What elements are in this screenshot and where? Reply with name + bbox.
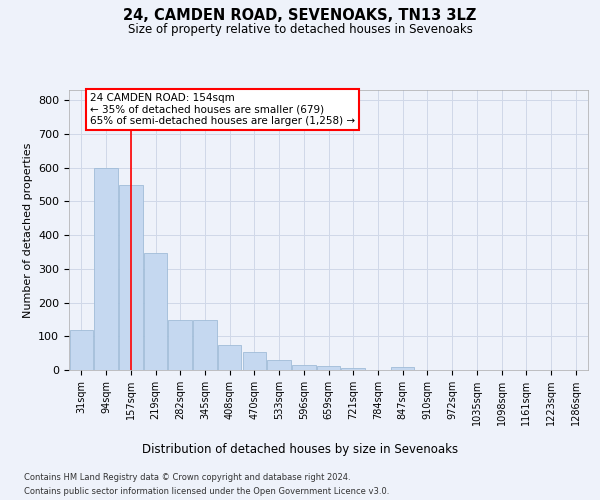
Bar xyxy=(317,366,340,370)
Bar xyxy=(341,368,365,370)
Y-axis label: Number of detached properties: Number of detached properties xyxy=(23,142,32,318)
Bar xyxy=(292,365,316,370)
Bar xyxy=(268,360,291,370)
Bar xyxy=(218,344,241,370)
Bar xyxy=(242,352,266,370)
Bar xyxy=(193,320,217,370)
Bar xyxy=(119,185,143,370)
Bar xyxy=(144,253,167,370)
Text: 24 CAMDEN ROAD: 154sqm
← 35% of detached houses are smaller (679)
65% of semi-de: 24 CAMDEN ROAD: 154sqm ← 35% of detached… xyxy=(90,93,355,126)
Bar xyxy=(70,330,93,370)
Text: Contains public sector information licensed under the Open Government Licence v3: Contains public sector information licen… xyxy=(24,486,389,496)
Bar xyxy=(391,368,415,370)
Bar xyxy=(94,168,118,370)
Bar xyxy=(169,320,192,370)
Text: 24, CAMDEN ROAD, SEVENOAKS, TN13 3LZ: 24, CAMDEN ROAD, SEVENOAKS, TN13 3LZ xyxy=(124,8,476,22)
Text: Contains HM Land Registry data © Crown copyright and database right 2024.: Contains HM Land Registry data © Crown c… xyxy=(24,472,350,482)
Text: Size of property relative to detached houses in Sevenoaks: Size of property relative to detached ho… xyxy=(128,22,472,36)
Text: Distribution of detached houses by size in Sevenoaks: Distribution of detached houses by size … xyxy=(142,442,458,456)
